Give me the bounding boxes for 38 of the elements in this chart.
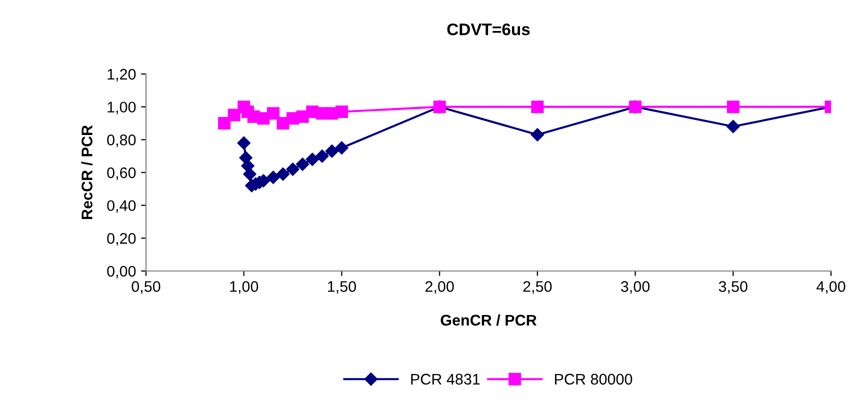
x-axis-title: GenCR / PCR [440, 314, 537, 326]
point [316, 149, 329, 163]
x-tick-label: 3,00 [621, 281, 650, 294]
x-tick-label: 4,00 [816, 281, 846, 294]
point [296, 158, 310, 171]
point [276, 168, 290, 181]
point [530, 128, 544, 142]
point [306, 152, 319, 166]
y-axis-title: RecCR / PCR [81, 125, 93, 220]
legend-label: PCR 80000 [555, 374, 632, 385]
x-tick-label: 1,50 [328, 281, 356, 294]
point [266, 170, 280, 184]
point [726, 120, 740, 134]
y-tick-label: 0,20 [107, 233, 136, 246]
point [243, 168, 256, 181]
point [335, 106, 348, 118]
point [237, 136, 250, 150]
point [266, 107, 280, 120]
point [325, 144, 339, 158]
x-tick-label: 1,00 [230, 281, 258, 294]
legend-label: PCR 4831 [411, 374, 480, 385]
point [726, 100, 740, 114]
x-tick-label: 0,50 [132, 281, 160, 294]
y-tick-label: 0,00 [107, 266, 136, 278]
point [286, 162, 300, 176]
y-tick-label: 0,80 [107, 134, 136, 148]
point [531, 100, 544, 114]
y-tick-label: 0,60 [107, 167, 136, 180]
point [228, 108, 240, 122]
point [218, 117, 231, 130]
x-tick-label: 2,00 [425, 281, 454, 294]
point [335, 141, 348, 154]
x-tick-label: 3,50 [718, 281, 748, 294]
y-tick-label: 1,20 [108, 68, 136, 82]
chart-title: CDVT=6us [447, 23, 530, 36]
y-tick-label: 0,40 [107, 200, 136, 213]
x-tick-label: 2,50 [523, 281, 552, 294]
y-tick-label: 1,00 [108, 102, 136, 114]
